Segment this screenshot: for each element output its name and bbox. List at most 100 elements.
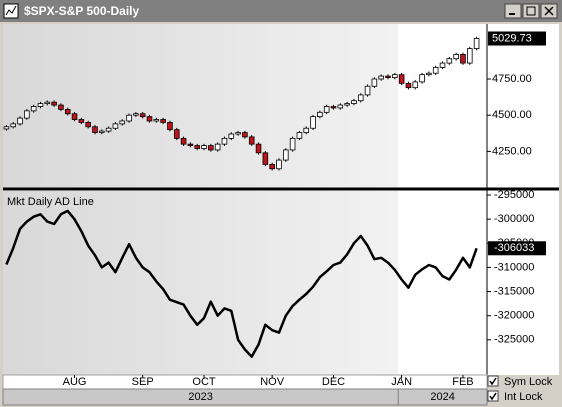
candle-body xyxy=(303,127,310,133)
candle-body xyxy=(255,143,262,154)
candle-body xyxy=(473,38,480,50)
year-shade xyxy=(3,191,399,375)
candle-body xyxy=(439,62,446,68)
candle-body xyxy=(283,149,289,161)
candle-body xyxy=(3,126,10,130)
x-tick-label: AUG xyxy=(63,376,87,388)
sym-lock-label[interactable]: Sym Lock xyxy=(504,376,553,388)
x-tick-label: OCT xyxy=(192,376,216,388)
candle-body xyxy=(105,127,112,132)
candle-body xyxy=(453,53,459,60)
candle-body xyxy=(371,78,378,87)
candle-body xyxy=(385,75,391,78)
window-title: $SPX-S&P 500-Daily xyxy=(24,4,139,18)
candle-body xyxy=(119,120,126,125)
candle-body xyxy=(460,53,466,64)
icon-glyph xyxy=(5,5,17,16)
candle-body xyxy=(337,104,344,109)
x-tick-label: JAN xyxy=(391,376,412,388)
candle-body xyxy=(51,101,57,106)
candle-body xyxy=(71,113,78,120)
candle-body xyxy=(466,48,473,64)
candle-body xyxy=(133,113,139,116)
panel-title: Mkt Daily AD Line xyxy=(7,196,94,208)
int-lock-checkbox[interactable] xyxy=(487,390,499,402)
year-row xyxy=(2,388,488,406)
candle-body xyxy=(426,72,432,76)
candle-body xyxy=(160,119,166,123)
candle-body xyxy=(419,74,425,83)
candle-body xyxy=(24,110,30,119)
candle-body xyxy=(214,143,221,151)
y-tick-label: -320000 xyxy=(494,310,534,322)
candle-body xyxy=(139,113,146,118)
candle-body xyxy=(357,94,364,102)
candle-body xyxy=(330,106,337,109)
candle-body xyxy=(167,122,173,131)
year-label: 2023 xyxy=(188,391,212,403)
x-tick-label: NOV xyxy=(260,376,285,388)
y-tick-label: -300000 xyxy=(494,213,534,225)
candle-body xyxy=(99,130,105,133)
year-shade xyxy=(3,24,399,188)
y-tick-label: 4750.00 xyxy=(492,73,532,85)
x-tick-label: FEB xyxy=(452,376,473,388)
candle-body xyxy=(248,136,255,145)
candle-body xyxy=(58,104,64,110)
y-tick-label: -295000 xyxy=(494,189,534,201)
candle-body xyxy=(228,133,235,139)
candle-body xyxy=(180,137,187,145)
candle-body xyxy=(323,106,330,113)
candle-body xyxy=(17,117,23,125)
candle-body xyxy=(153,119,160,122)
candle-body xyxy=(276,159,282,170)
last-value-label: 5029.73 xyxy=(492,32,532,44)
minimize-button[interactable] xyxy=(504,3,522,19)
candle-body xyxy=(85,122,91,128)
candle-body xyxy=(146,116,153,122)
candle-body xyxy=(412,81,419,89)
y-tick-label: -315000 xyxy=(494,285,534,297)
last-value-box xyxy=(488,241,546,256)
candle-body xyxy=(221,137,228,145)
close-glyph xyxy=(544,6,554,16)
maximize-button[interactable] xyxy=(522,3,540,19)
int-lock-label[interactable]: Int Lock xyxy=(504,391,543,403)
candle-body xyxy=(30,106,37,112)
maximize-glyph xyxy=(526,6,536,16)
candle-body xyxy=(126,114,132,122)
candle-body xyxy=(78,119,85,123)
candle-body xyxy=(405,82,412,89)
title-bar xyxy=(0,0,562,22)
candle-body xyxy=(432,67,439,74)
candle-body xyxy=(317,111,323,118)
candle-body xyxy=(208,145,214,151)
window-icon[interactable] xyxy=(3,3,19,19)
year-label: 2024 xyxy=(430,391,454,403)
candle-body xyxy=(269,164,275,170)
candle-body xyxy=(37,103,44,107)
candle-body xyxy=(364,85,371,96)
candle-body xyxy=(64,109,71,115)
candle-body xyxy=(344,103,350,106)
candle-body xyxy=(10,123,17,128)
candle-body xyxy=(378,75,384,80)
candle-body xyxy=(187,143,194,146)
candle-body xyxy=(262,152,269,165)
candle-body xyxy=(398,74,405,84)
ad-line xyxy=(5,209,478,358)
y-tick-label: 4250.00 xyxy=(492,145,532,157)
y-tick-label: 4500.00 xyxy=(492,109,532,121)
candle-body xyxy=(351,100,357,105)
x-tick-label: SEP xyxy=(132,376,154,388)
candle-body xyxy=(242,132,248,138)
sym-lock-checkbox[interactable] xyxy=(487,375,499,387)
candle-body xyxy=(201,145,207,149)
last-value-box xyxy=(488,31,546,46)
candle-body xyxy=(112,123,119,129)
x-tick-label: DEC xyxy=(322,376,345,388)
window-buttons xyxy=(504,3,558,19)
candle-body xyxy=(446,58,453,64)
last-value-label: -306033 xyxy=(494,242,534,254)
